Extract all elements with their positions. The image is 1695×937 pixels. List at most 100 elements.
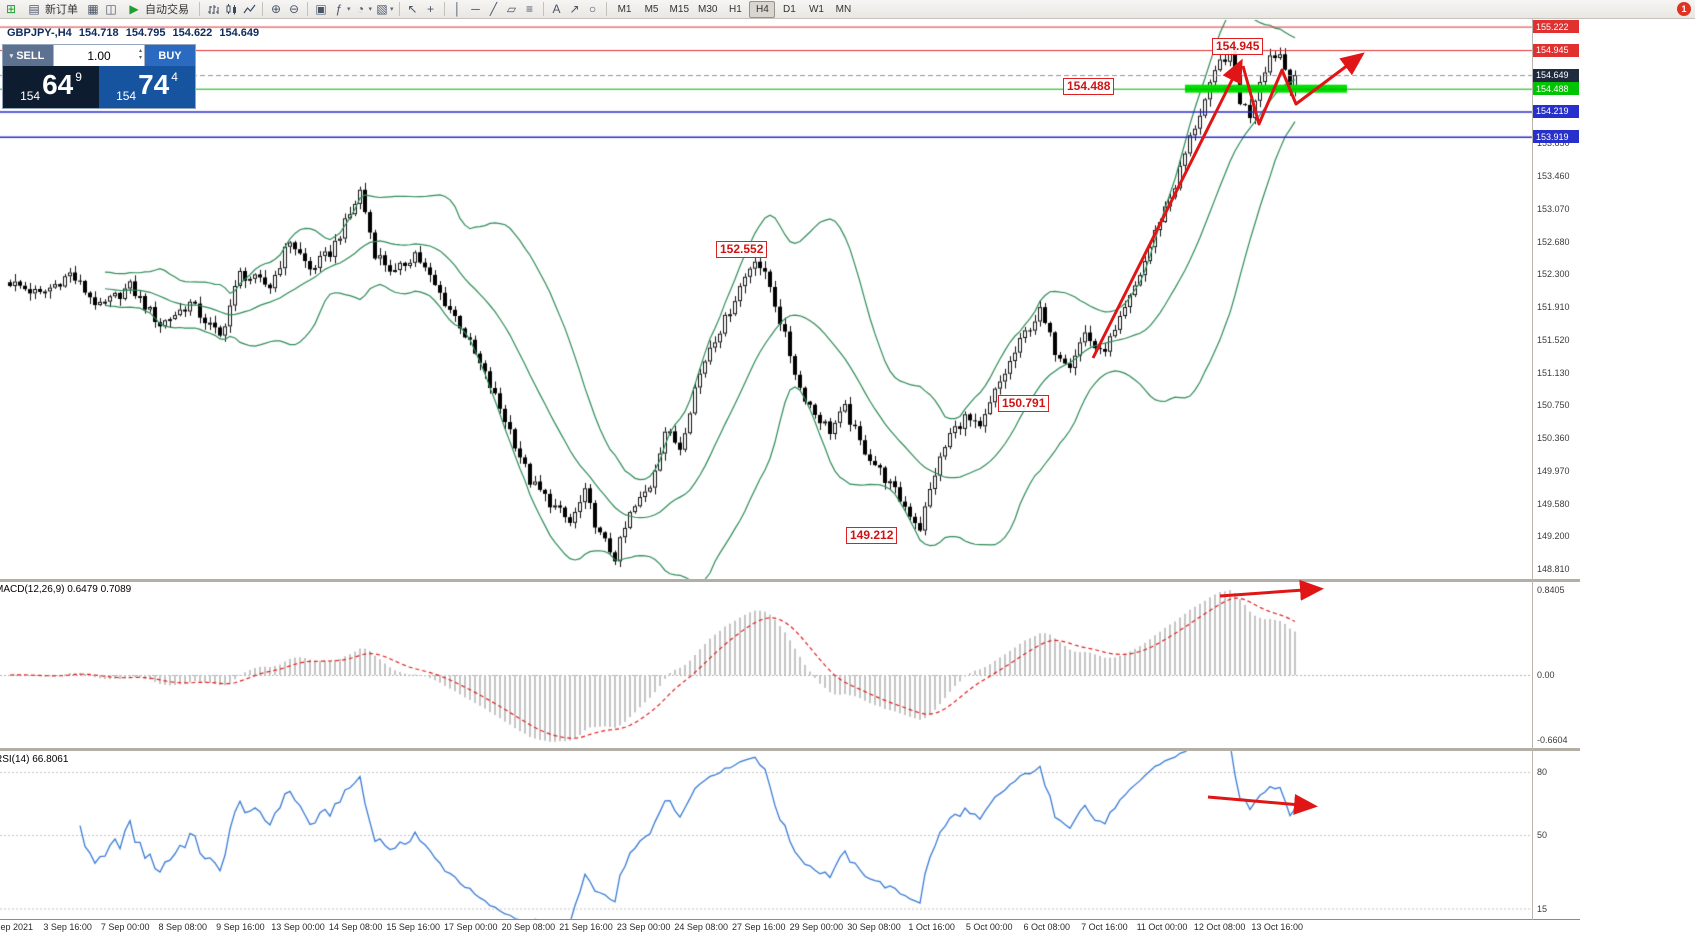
indicators-caret-icon[interactable]: ▾ <box>347 6 351 13</box>
time-axis-label: 24 Sep 08:00 <box>674 922 728 932</box>
sell-button[interactable]: ▾ SELL <box>3 45 53 66</box>
cursor-icon[interactable]: ↖ <box>407 2 418 16</box>
timeframe-mn[interactable]: MN <box>835 3 852 15</box>
sell-options-caret-icon[interactable]: ▾ <box>9 52 14 60</box>
bid-int: 154 <box>20 89 41 103</box>
vertical-line-icon[interactable]: │ <box>453 2 462 16</box>
toolbar-separator <box>262 2 263 16</box>
charts-icon[interactable]: ▦ <box>87 2 99 16</box>
fibonacci-icon[interactable]: ≡ <box>526 2 534 16</box>
quote-low: 154.622 <box>172 27 213 39</box>
toolbar-separator <box>443 2 445 16</box>
new-order-button[interactable]: ▤ 新订单 <box>21 1 83 17</box>
text-tool-icon[interactable]: A <box>552 2 561 16</box>
arrow-tool-icon[interactable]: ↗ <box>569 2 580 16</box>
price-scale-tick: 150.360 <box>1537 432 1570 443</box>
periods-caret-icon[interactable]: ▾ <box>368 6 373 13</box>
tile-windows-icon[interactable]: ▣ <box>315 2 327 16</box>
timeframe-h1[interactable]: H1 <box>729 3 742 15</box>
macd-label: MACD(12,26,9) 0.6479 0.7089 <box>0 584 132 595</box>
volume-field[interactable]: 1.00 ▴ ▾ <box>53 45 145 66</box>
timeframe-m30[interactable]: M30 <box>698 3 718 15</box>
new-order-icon: ▤ <box>28 2 40 16</box>
bid-big: 64 <box>42 69 74 100</box>
spinner-up-icon[interactable]: ▴ <box>138 48 142 54</box>
line-chart-icon[interactable] <box>241 1 257 17</box>
price-annotation: 150.791 <box>998 395 1050 412</box>
bid-price-panel[interactable]: 154 64 9 <box>3 66 99 108</box>
periods-icon[interactable]: ◔ <box>356 2 365 16</box>
data-window-icon[interactable]: ◫ <box>105 2 117 16</box>
rsi-label: RSI(14) 66.8061 <box>0 754 69 765</box>
timeframe-m15[interactable]: M15 <box>669 3 689 15</box>
time-axis-label: 12 Oct 08:00 <box>1193 922 1246 932</box>
timeframe-buttons: M1 M5 M15 M30 H1 H4 D1 W1 MN <box>612 0 857 18</box>
time-axis-label: 7 Sep 00:00 <box>100 922 150 932</box>
new-chart-icon[interactable]: ⊞ <box>5 2 17 16</box>
indicators-icon[interactable]: ƒ <box>335 2 343 16</box>
toolbar: ⊞ ▤ 新订单 ▦ ◫ ▶ 自动交易 ⊕ ⊖ ▣ ƒ ▾ ◔ ▾ ▧ ▾ ↖ +… <box>0 0 1695 19</box>
trendline-icon[interactable]: ╱ <box>489 2 498 16</box>
price-line-label: 154.945 <box>1533 43 1579 57</box>
timeframe-m5[interactable]: M5 <box>644 3 659 15</box>
price-line-label: 155.222 <box>1533 20 1579 34</box>
time-axis-label: 20 Sep 08:00 <box>501 922 556 932</box>
time-axis-label: 7 Oct 16:00 <box>1081 922 1128 932</box>
price-annotation: 152.552 <box>716 241 768 258</box>
price-scale-tick: 148.810 <box>1537 564 1570 575</box>
time-axis-label: 13 Oct 16:00 <box>1251 922 1303 932</box>
price-line-label: 153.919 <box>1533 130 1579 144</box>
price-scale-tick: 149.200 <box>1537 531 1570 542</box>
timeframe-h4[interactable]: H4 <box>749 0 776 18</box>
quote-close: 154.649 <box>219 27 260 39</box>
panel-splitter[interactable] <box>0 579 1580 582</box>
crosshair-icon[interactable]: + <box>427 2 435 16</box>
time-axis-label: 21 Sep 16:00 <box>559 922 613 932</box>
auto-trading-button[interactable]: ▶ 自动交易 <box>121 1 194 17</box>
price-scale-tick: 153.460 <box>1537 170 1570 181</box>
bar-chart-icon[interactable] <box>205 1 221 17</box>
price-line-label: 154.649 <box>1533 68 1579 82</box>
time-axis-label: 30 Sep 08:00 <box>847 922 901 932</box>
zoom-out-icon[interactable]: ⊖ <box>288 2 300 16</box>
time-axis-label: 15 Sep 16:00 <box>386 922 440 932</box>
new-order-label: 新订单 <box>45 4 78 16</box>
time-axis-label: 23 Sep 00:00 <box>616 922 671 932</box>
sell-label: SELL <box>16 49 45 62</box>
horizontal-line-icon[interactable]: ─ <box>471 2 480 16</box>
ask-price-panel[interactable]: 154 74 4 <box>99 66 195 108</box>
zoom-in-icon[interactable]: ⊕ <box>270 2 282 16</box>
volume-spinner[interactable]: ▴ ▾ <box>139 48 142 62</box>
price-scale-tick: 151.520 <box>1537 334 1570 345</box>
price-annotation: 149.212 <box>846 527 898 544</box>
timeframe-m1[interactable]: M1 <box>617 3 632 15</box>
price-scale-tick: 151.130 <box>1537 367 1570 378</box>
rsi-scale-tick: 50 <box>1537 830 1548 840</box>
rsi-scale-tick: 80 <box>1537 767 1548 777</box>
time-axis-label: 13 Sep 00:00 <box>271 922 325 932</box>
spinner-down-icon[interactable]: ▾ <box>138 55 142 61</box>
price-line-label: 154.219 <box>1533 104 1579 118</box>
candlestick-chart-icon[interactable] <box>223 1 239 17</box>
toolbar-separator <box>542 2 544 16</box>
template-icon[interactable]: ▧ <box>376 2 388 16</box>
shapes-tool-icon[interactable]: ○ <box>588 2 597 16</box>
time-axis-label: 1 Sep 2021 <box>0 922 34 932</box>
timeframe-w1[interactable]: W1 <box>808 3 824 15</box>
time-axis-label: 29 Sep 00:00 <box>789 922 844 932</box>
channel-icon[interactable]: ▱ <box>506 2 517 16</box>
price-scale-tick: 149.970 <box>1537 465 1570 476</box>
macd-scale-tick: 0.8405 <box>1537 585 1565 595</box>
price-annotation: 154.945 <box>1212 38 1264 55</box>
panel-splitter[interactable] <box>0 748 1580 751</box>
time-axis-label: 5 Oct 00:00 <box>965 922 1013 932</box>
notification-badge[interactable]: 1 <box>1677 2 1691 16</box>
toolbar-separator <box>199 2 200 16</box>
macd-scale-tick: 0.00 <box>1537 670 1555 680</box>
buy-button[interactable]: BUY <box>145 45 195 66</box>
play-icon: ▶ <box>129 2 139 16</box>
template-caret-icon[interactable]: ▾ <box>390 6 394 13</box>
timeframe-d1[interactable]: D1 <box>783 3 796 15</box>
price-line-label: 154.488 <box>1533 82 1579 96</box>
